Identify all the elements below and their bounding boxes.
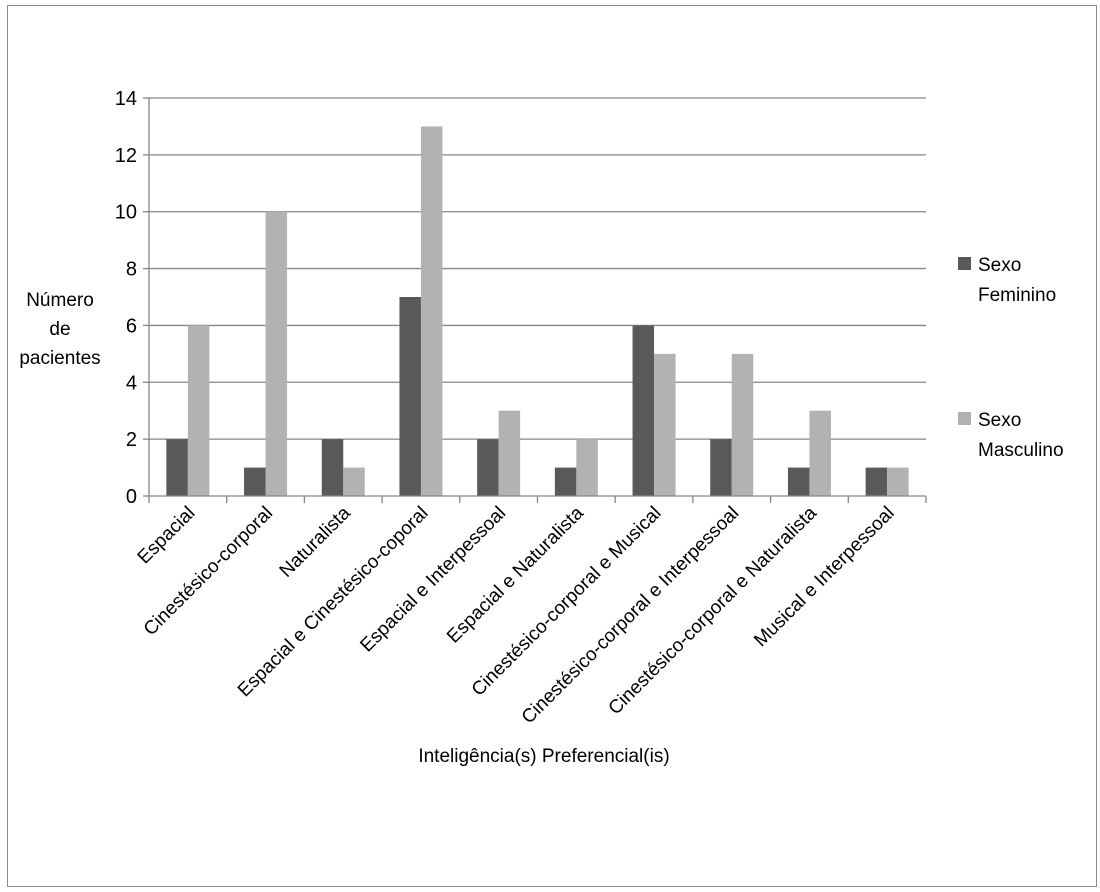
y-axis-label-line: pacientes — [19, 348, 100, 369]
x-tick-label: Espacial e Interpessoal — [356, 503, 510, 657]
y-tick-label: 10 — [115, 202, 137, 224]
bar-masculino — [498, 410, 521, 496]
legend-label: Sexo — [978, 410, 1021, 431]
y-tick-labels: 0 2 4 6 8 10 12 14 — [115, 88, 137, 508]
legend-label: Sexo — [978, 255, 1021, 276]
legend-swatch — [958, 412, 971, 425]
y-tick-label: 12 — [115, 145, 137, 167]
legend-swatch — [958, 257, 971, 270]
y-axis-label-line: de — [49, 319, 70, 340]
legend-label: Masculino — [978, 440, 1064, 461]
x-tick-label: Naturalista — [276, 502, 355, 581]
bar-feminino — [166, 439, 188, 496]
x-tick-label: Espacial — [134, 503, 200, 569]
bar-feminino — [710, 439, 732, 496]
x-tick-labels: EspacialCinestésico-corporalNaturalistaE… — [134, 502, 899, 728]
bar-feminino — [477, 439, 499, 496]
legend-label: Feminino — [978, 285, 1056, 306]
bar-masculino — [576, 439, 598, 496]
bar-feminino — [244, 467, 266, 496]
y-axis-label-line: Número — [26, 290, 94, 311]
axes — [143, 97, 927, 503]
y-tick-label: 0 — [126, 486, 137, 508]
bar-masculino — [420, 126, 443, 496]
chart-frame: 0 2 4 6 8 10 12 14 Espacial Cinestésico-corporal… — [7, 5, 1097, 887]
bar-feminino — [865, 467, 888, 496]
y-tick-label: 4 — [126, 372, 137, 394]
y-tick-label: 6 — [126, 315, 137, 337]
bar-chart: 0 2 4 6 8 10 12 14 EspacialCinestésico-corporal… — [19, 88, 1064, 767]
bar-masculino — [809, 410, 831, 496]
y-tick-label: 8 — [126, 259, 137, 281]
x-axis-label: Inteligência(s) Preferencial(is) — [418, 746, 669, 767]
y-axis-label: Número de pacientes — [19, 290, 100, 369]
bar-masculino — [343, 467, 365, 496]
y-tick-label: 2 — [126, 429, 137, 451]
bar-masculino — [187, 325, 210, 496]
bar-feminino — [399, 297, 421, 496]
x-tick-label: Espacial e Naturalista — [443, 502, 588, 647]
bar-feminino — [632, 325, 655, 496]
bar-masculino — [731, 353, 754, 496]
bar-masculino — [265, 211, 288, 496]
bar-feminino — [787, 467, 810, 496]
bar-masculino — [654, 353, 676, 496]
x-tick-label: Cinestésico-corporal — [140, 503, 277, 640]
bar-feminino — [321, 439, 344, 496]
bar-masculino — [887, 467, 909, 496]
bar-feminino — [554, 467, 577, 496]
x-tick-label: Musical e Interpessoal — [750, 503, 899, 652]
bars — [166, 126, 909, 496]
legend: Sexo Feminino Sexo Masculino — [958, 255, 1064, 461]
y-tick-label: 14 — [115, 88, 137, 110]
